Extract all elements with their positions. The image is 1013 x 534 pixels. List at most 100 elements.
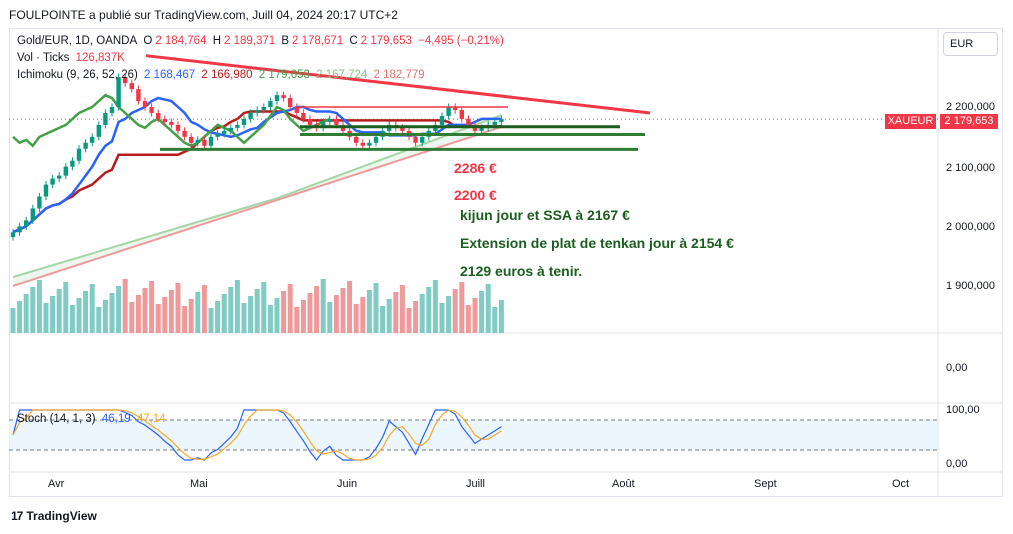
- price-tick: 2 000,000: [946, 221, 995, 233]
- x-tick-juill: Juill: [466, 478, 485, 490]
- candle-body: [30, 208, 35, 221]
- candle-body: [459, 109, 464, 119]
- candle-body: [202, 139, 207, 146]
- candle-body: [367, 142, 372, 146]
- volume-bar: [373, 283, 379, 333]
- volume-bar: [89, 284, 95, 333]
- volume-value: 126,837K: [75, 52, 125, 64]
- annotation-2200: 2200 €: [454, 187, 497, 203]
- candle-body: [222, 130, 227, 134]
- volume-bar: [228, 287, 234, 333]
- candle-body: [142, 101, 148, 107]
- stoch-d-value: 47,14: [136, 413, 166, 425]
- candle-body: [96, 124, 101, 137]
- stoch-tick-0: 0,00: [946, 458, 968, 470]
- candle-body: [413, 136, 418, 143]
- legend-o-value: 2 184,764: [155, 35, 207, 47]
- price-tick: 1 900,000: [946, 280, 995, 292]
- x-tick-avr: Avr: [48, 478, 65, 490]
- candle-body: [76, 148, 82, 161]
- tradingview-mark-icon: 17: [11, 509, 23, 523]
- candle-body: [334, 118, 339, 125]
- candle-body: [307, 118, 313, 125]
- volume-bar: [30, 287, 36, 333]
- volume-bar: [360, 297, 366, 333]
- candle-body: [354, 136, 359, 143]
- candle-body: [492, 121, 497, 125]
- candle-body: [235, 124, 240, 128]
- volume-bar: [208, 308, 214, 333]
- legend-h-label: H: [212, 35, 221, 47]
- volume-bar: [122, 279, 128, 333]
- volume-bar: [281, 291, 287, 333]
- publisher-header: FOULPOINTE a publié sur TradingView.com,…: [9, 8, 398, 22]
- candle-body: [109, 107, 115, 113]
- volume-bar: [432, 280, 438, 333]
- currency-button[interactable]: EUR: [943, 32, 998, 56]
- candle-body: [215, 133, 220, 137]
- candle-body: [169, 121, 174, 125]
- candle-body: [228, 127, 233, 131]
- candle-body: [294, 107, 299, 113]
- volume-bar: [56, 289, 62, 333]
- volume-bar: [201, 285, 207, 333]
- candle-body: [261, 107, 266, 110]
- ichimoku-kijun-value: 2 166,980: [201, 69, 253, 81]
- candle-body: [116, 77, 121, 107]
- volume-bar: [399, 285, 405, 333]
- candle-body: [255, 109, 260, 113]
- legend-symbol[interactable]: Gold/EUR, 1D, OANDA: [17, 35, 138, 47]
- candle-body: [281, 95, 286, 99]
- volume-bar: [23, 294, 29, 333]
- legend-stoch: Stoch (14, 1, 3) 46,19 47,14: [17, 413, 169, 425]
- ichimoku-chikou-line: [12, 93, 331, 148]
- volume-tick: 0,00: [946, 362, 968, 374]
- candle-body: [156, 112, 161, 119]
- candle-body: [63, 166, 68, 176]
- candle-body: [301, 112, 306, 119]
- candle-body: [420, 136, 425, 143]
- volume-bar: [347, 281, 353, 333]
- ichimoku-tenkan-value: 2 168,467: [144, 69, 196, 81]
- volume-bar: [83, 291, 89, 333]
- volume-bar: [43, 303, 49, 333]
- candle-body: [90, 136, 95, 143]
- ichimoku-label[interactable]: Ichimoku (9, 26, 52, 26): [17, 69, 138, 81]
- legend-l-value: 2 178,671: [292, 35, 344, 47]
- volume-bar: [109, 293, 115, 333]
- ichimoku-ssb-line: [12, 126, 502, 287]
- volume-bar: [168, 290, 174, 333]
- legend-h-value: 2 189,371: [224, 35, 276, 47]
- legend-l-label: B: [281, 35, 290, 47]
- volume-bar: [446, 296, 452, 333]
- ichimoku-ssb-value: 2 182,779: [373, 69, 425, 81]
- volume-bar: [142, 288, 148, 333]
- tradingview-logo[interactable]: 17 TradingView: [11, 509, 97, 523]
- x-tick-aout: Août: [612, 478, 635, 490]
- candle-body: [10, 232, 16, 238]
- ichimoku-tenkan-line: [12, 96, 502, 234]
- volume-label[interactable]: Vol · Ticks: [17, 52, 70, 64]
- volume-bar: [162, 297, 168, 333]
- candle-body: [83, 142, 88, 149]
- volume-bar: [406, 308, 412, 333]
- volume-bar: [241, 303, 247, 333]
- volume-bar: [327, 302, 333, 333]
- volume-bar: [393, 292, 399, 333]
- brand-label: TradingView: [26, 509, 97, 523]
- volume-bar: [380, 306, 386, 333]
- candle-body: [136, 89, 141, 102]
- chart-frame: [9, 28, 1003, 497]
- annotation-kijun: kijun jour et SSA à 2167 €: [460, 207, 630, 223]
- stoch-label[interactable]: Stoch (14, 1, 3): [17, 413, 96, 425]
- volume-bar: [188, 299, 194, 333]
- candle-body: [123, 77, 128, 84]
- ichimoku-chikou-value: 2 179,653: [258, 69, 310, 81]
- volume-bar: [419, 294, 425, 333]
- candle-body: [288, 98, 293, 107]
- candle-body: [439, 115, 445, 125]
- volume-bar: [234, 280, 240, 333]
- candle-body: [241, 118, 247, 125]
